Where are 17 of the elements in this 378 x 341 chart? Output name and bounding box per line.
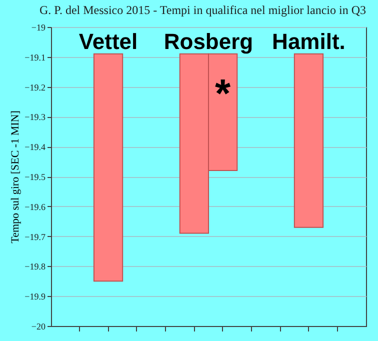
annotation: * [215, 72, 232, 116]
y-tick-label: −19.8 [24, 262, 46, 272]
y-tick-label: −20 [31, 322, 46, 332]
y-axis-title: Tempo sul giro [SEC -1 MIN] [10, 110, 22, 244]
y-tick-label: −19.7 [24, 232, 46, 242]
y-tick-label: −19.1 [24, 52, 46, 62]
y-tick-label: −19 [31, 22, 46, 32]
y-tick-label: −19.5 [24, 172, 46, 182]
y-tick-label: −19.3 [24, 112, 46, 122]
annotation: Vettel [78, 28, 138, 54]
annotation: Rosberg [164, 28, 254, 54]
y-tick-label: −19.4 [24, 142, 46, 152]
y-tick-label: −19.6 [24, 202, 46, 212]
y-tick-label: −19.2 [24, 82, 46, 92]
chart-title: G. P. del Messico 2015 - Tempi in qualifica nel miglior lancio in Q3 [39, 3, 366, 17]
y-tick-label: −19.9 [24, 292, 46, 302]
annotation: Hamilt. [272, 28, 346, 54]
